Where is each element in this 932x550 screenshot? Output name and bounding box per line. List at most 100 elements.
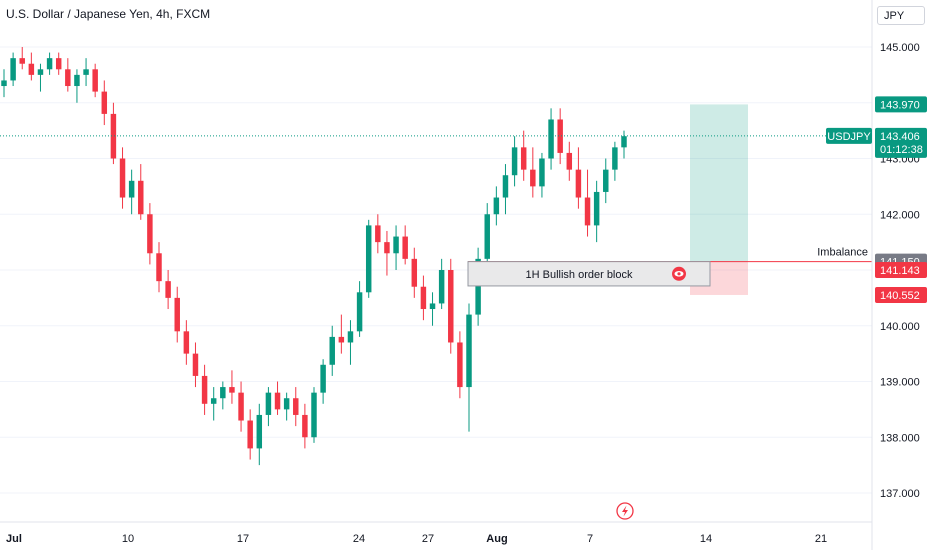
candles [1, 47, 627, 466]
candle [1, 69, 7, 98]
candle-body [1, 80, 7, 87]
candle [584, 169, 591, 237]
candle [457, 331, 463, 399]
symbol-tag-bg [826, 127, 872, 144]
candle [612, 141, 618, 181]
price-tick-label: 145.000 [880, 42, 920, 54]
candle [92, 63, 98, 98]
candle-body [448, 270, 454, 343]
candle-body [46, 58, 53, 70]
candle [475, 247, 481, 326]
candle-body [101, 91, 108, 114]
candle-body [92, 69, 98, 92]
price-tag-bg [875, 127, 927, 158]
candle-body [302, 414, 308, 438]
candle-body [37, 69, 44, 75]
candle-body [402, 236, 408, 259]
candle [520, 130, 527, 181]
currency-selector[interactable]: JPY [877, 6, 925, 25]
price-tag-value: 140.552 [880, 290, 920, 302]
candle-body [83, 69, 89, 75]
candle-body [621, 136, 627, 148]
candle-body [165, 281, 171, 298]
candle-body [347, 331, 354, 343]
candle-body [557, 119, 563, 153]
price-tick-label: 140.000 [880, 321, 920, 333]
candle [274, 381, 281, 415]
flash-icon[interactable] [616, 502, 634, 520]
take-profit-zone [690, 104, 748, 263]
price-tick-label: 138.000 [880, 432, 920, 444]
candle-body [110, 113, 117, 159]
candle-body [65, 69, 71, 87]
candle [557, 108, 563, 165]
time-axis[interactable]: Jul 10 17 24 27 Aug 7 14 21 [0, 521, 872, 545]
candle [448, 258, 454, 354]
candle-body [210, 398, 217, 404]
candle-body [356, 292, 363, 332]
candle [10, 52, 16, 87]
candle-body [19, 58, 25, 64]
candle-body [420, 286, 427, 310]
candle [229, 370, 235, 404]
candle-body [502, 175, 509, 198]
candle [174, 286, 180, 343]
candle [511, 136, 518, 187]
candle-body [603, 169, 609, 192]
candle-body [220, 387, 226, 399]
candle [566, 141, 573, 181]
candle-body [283, 398, 290, 410]
symbol-tag-label: USDJPY [827, 131, 871, 143]
candle-body [10, 58, 16, 81]
candle-body [530, 169, 536, 187]
candle [138, 164, 144, 220]
candle-body [566, 152, 573, 170]
candle [393, 225, 399, 270]
candle [128, 169, 135, 215]
candle-body [548, 119, 554, 159]
candle [365, 219, 372, 298]
price-tag: 140.552 [875, 286, 927, 303]
candle [621, 130, 627, 159]
imbalance-label: Imbalance [817, 247, 868, 259]
candle [83, 58, 89, 87]
candle-body [384, 242, 390, 254]
candle-body [429, 303, 436, 310]
candle-body [411, 258, 418, 287]
candle [484, 203, 490, 270]
candle-body [375, 225, 381, 243]
candle-body [466, 314, 472, 388]
candle [347, 320, 354, 365]
candle [466, 303, 472, 432]
candle-body [520, 147, 527, 170]
candle-body [593, 191, 600, 226]
candle-body [438, 270, 445, 304]
candle [210, 387, 217, 421]
order-block-zone [467, 261, 711, 287]
eye-icon-pupil [677, 272, 681, 276]
time-tick-label: 17 [237, 533, 249, 545]
annotations: Imbalance 1H Bullish order block [0, 135, 872, 287]
candle [548, 108, 554, 170]
price-tag: 141.143 [875, 262, 927, 279]
candle [402, 225, 408, 265]
candle-body [612, 147, 618, 170]
candle-body [183, 331, 190, 354]
grid [0, 46, 872, 494]
candle-body [475, 258, 481, 315]
price-tick-label: 137.000 [880, 488, 920, 500]
candle [530, 147, 536, 198]
candle [302, 403, 308, 449]
price-tag-bg [875, 262, 927, 279]
candle [110, 102, 117, 165]
candle [220, 381, 226, 410]
candle-body [338, 336, 345, 343]
candle-body [274, 392, 281, 410]
candle [165, 270, 171, 310]
time-tick-label: 10 [122, 533, 134, 545]
candle-body [147, 214, 153, 254]
candle-body [247, 420, 253, 449]
candle-body [55, 58, 62, 70]
time-tick-label: Aug [486, 533, 507, 545]
